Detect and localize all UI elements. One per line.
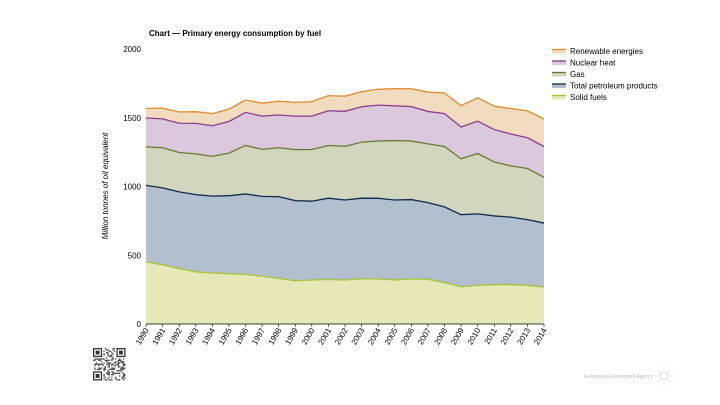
x-tick-label: 1999 xyxy=(283,326,300,346)
x-tick-label: 2007 xyxy=(416,326,433,346)
x-tick-label: 2010 xyxy=(466,326,483,346)
y-tick-label: 0 xyxy=(137,320,142,329)
y-tick-label: 1000 xyxy=(123,183,141,192)
x-tick-label: 1990 xyxy=(134,326,151,346)
x-tick-label: 1997 xyxy=(250,326,267,346)
series-line-total-petroleum-products xyxy=(145,184,545,224)
legend-label: Renewable energies xyxy=(570,47,643,56)
legend: Renewable energies Nuclear heat Gas Total p… xyxy=(552,47,658,102)
legend-swatch xyxy=(552,84,566,88)
chart-areas xyxy=(146,88,544,324)
legend-label: Nuclear heat xyxy=(570,59,616,68)
x-tick-label: 2011 xyxy=(483,326,500,346)
x-tick-label: 2003 xyxy=(350,326,367,346)
x-tick-label: 2001 xyxy=(316,326,333,346)
legend-swatch xyxy=(552,49,566,54)
area-renewable-energies xyxy=(146,88,544,147)
y-axis-label: Million tonnes of oil equivalent xyxy=(101,132,110,240)
x-tick-label: 2009 xyxy=(449,326,466,346)
chart-lines xyxy=(145,87,545,288)
x-tick-label: 2014 xyxy=(532,326,549,346)
legend-label: Solid fuels xyxy=(570,93,607,102)
chart-title: Chart — Primary energy consumption by fu… xyxy=(149,29,321,38)
series-line-renewable-energies xyxy=(145,87,545,120)
legend-swatch xyxy=(552,95,566,100)
x-tick-label: 2013 xyxy=(515,326,532,346)
eea-logo-icon xyxy=(655,367,673,385)
legend-swatch xyxy=(552,72,566,77)
area-solid-fuels xyxy=(146,261,544,324)
series-line-nuclear-heat xyxy=(145,104,545,148)
series-line-solid-fuels xyxy=(145,261,545,288)
y-tick-label: 1500 xyxy=(123,114,141,123)
x-tick-label: 2012 xyxy=(499,326,516,346)
legend-label: Total petroleum products xyxy=(570,82,658,91)
y-tick-label: 2000 xyxy=(123,45,141,54)
series-line-gas xyxy=(145,139,545,178)
x-tick-label: 1998 xyxy=(267,326,284,346)
x-tick-label: 1993 xyxy=(184,326,201,346)
x-axis-ticks: 1990 1991 1992 1993 1994 1995 1996 1997 1998 1999… xyxy=(134,324,549,346)
qr-code xyxy=(93,348,126,381)
x-tick-label: 1992 xyxy=(167,326,184,346)
legend-label: Gas xyxy=(570,70,585,79)
y-axis-ticks: 0 500 1000 1500 2000 xyxy=(123,45,141,329)
x-tick-label: 2006 xyxy=(399,326,416,346)
x-tick-label: 2002 xyxy=(333,326,350,346)
x-tick-label: 2004 xyxy=(366,326,383,346)
x-tick-label: 2008 xyxy=(433,326,450,346)
credit-text: European Environment Agency xyxy=(584,374,653,380)
area-total-petroleum-products xyxy=(146,185,544,288)
legend-swatch xyxy=(552,61,566,65)
x-tick-label: 1994 xyxy=(200,326,217,346)
x-tick-label: 1995 xyxy=(217,326,234,346)
y-tick-label: 500 xyxy=(128,251,142,260)
x-tick-label: 2000 xyxy=(300,326,317,346)
x-tick-label: 1996 xyxy=(234,326,251,346)
area-nuclear-heat xyxy=(146,105,544,178)
x-tick-label: 1991 xyxy=(151,326,168,346)
area-gas xyxy=(146,140,544,224)
x-tick-label: 2005 xyxy=(383,326,400,346)
